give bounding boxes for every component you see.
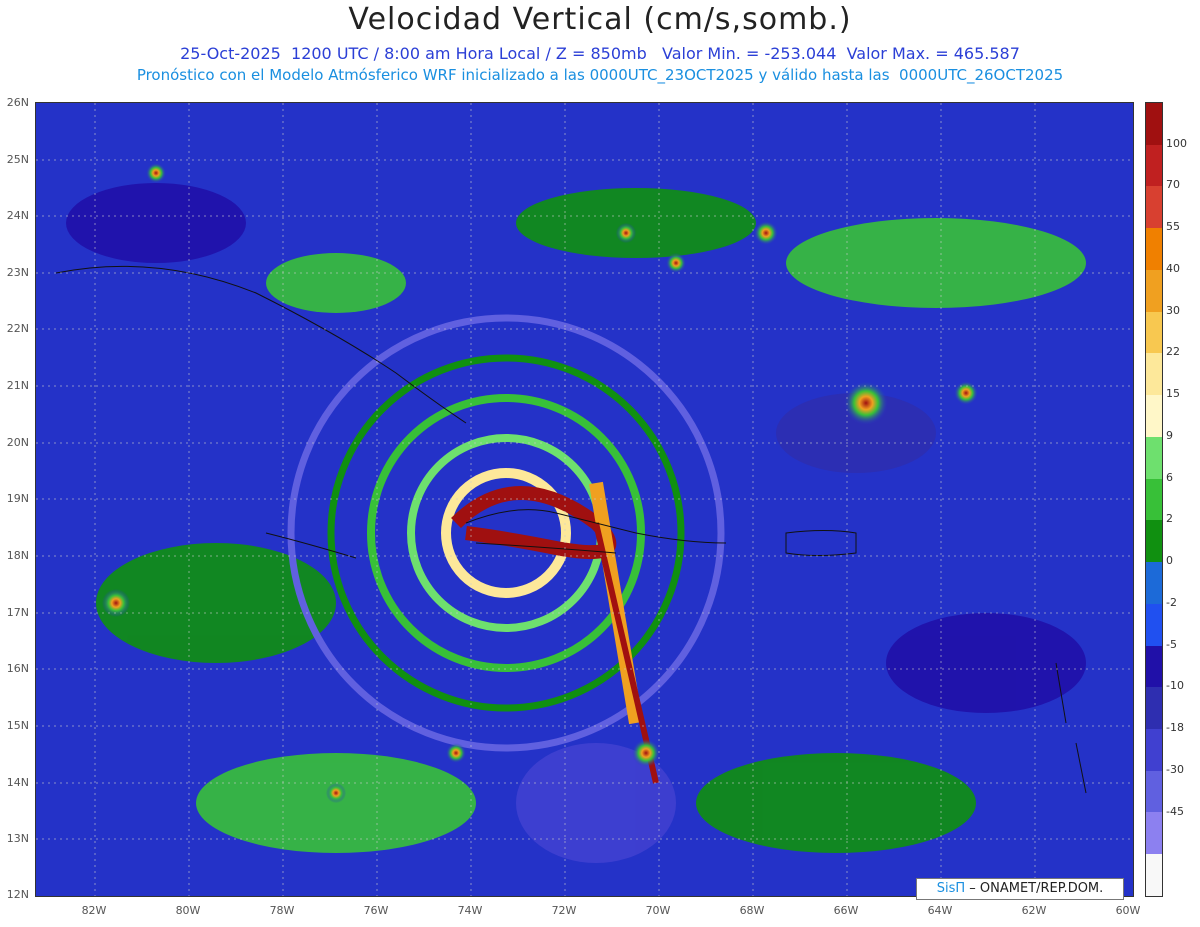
colorbar-segment: [1146, 562, 1162, 604]
colorbar-label: -45: [1166, 804, 1184, 818]
colorbar-label: 55: [1166, 220, 1180, 234]
lon-label: 76W: [363, 904, 389, 917]
lat-label: 13N: [6, 832, 29, 845]
lat-label: 20N: [6, 436, 29, 449]
colorbar-label: 2: [1166, 512, 1173, 526]
lat-label: 19N: [6, 492, 29, 505]
colorbar-segment: [1146, 645, 1162, 688]
colorbar-label: -2: [1166, 595, 1177, 609]
colorbar-segment: [1146, 687, 1162, 730]
lat-label: 17N: [6, 606, 29, 619]
credit-box: SisΠ – ONAMET/REP.DOM.: [916, 878, 1124, 900]
coastlines: [55, 265, 1087, 794]
colorbar-label: 70: [1166, 178, 1180, 192]
colorbar-segment: [1146, 311, 1162, 354]
lat-label: 16N: [6, 662, 29, 675]
colorbar-segment: [1146, 103, 1162, 145]
sispi-logo: SisΠ: [936, 881, 966, 896]
lon-label: 70W: [645, 904, 671, 917]
colorbar-segment: [1146, 395, 1162, 437]
colorbar-label: 6: [1166, 470, 1173, 484]
colorbar-segment: [1146, 353, 1162, 396]
lon-label: 66W: [833, 904, 859, 917]
lat-label: 12N: [6, 888, 29, 901]
colorbar-label: 0: [1166, 554, 1173, 568]
colorbar-label: 22: [1166, 345, 1180, 359]
colorbar-label: 30: [1166, 303, 1180, 317]
lat-label: 23N: [6, 266, 29, 279]
lon-label: 74W: [457, 904, 483, 917]
colorbar-segment: [1146, 186, 1162, 229]
lon-label: 82W: [81, 904, 107, 917]
lat-label: 15N: [6, 719, 29, 732]
colorbar-label: -18: [1166, 721, 1184, 735]
colorbar-segment: [1146, 269, 1162, 312]
lat-label: 21N: [6, 379, 29, 392]
colorbar-segment: [1146, 854, 1162, 896]
colorbar-segment: [1146, 770, 1162, 813]
lon-label: 68W: [739, 904, 765, 917]
lat-label: 25N: [6, 153, 29, 166]
lat-label: 24N: [6, 209, 29, 222]
grid-lines: [36, 103, 1133, 896]
colorbar-label: -5: [1166, 637, 1177, 651]
lon-label: 64W: [927, 904, 953, 917]
map-field: [36, 103, 1133, 896]
chart-title: Velocidad Vertical (cm/s,somb.): [348, 2, 852, 37]
colorbar-segment: [1146, 729, 1162, 771]
lon-label: 72W: [551, 904, 577, 917]
model-info-line: Pronóstico con el Modelo Atmósferico WRF…: [136, 66, 1064, 84]
convective-cells: [102, 163, 978, 803]
lon-label: 78W: [269, 904, 295, 917]
lat-label: 14N: [6, 776, 29, 789]
vertical-velocity-map: [35, 102, 1134, 897]
forecast-info-line: 25-Oct-2025 1200 UTC / 8:00 am Hora Loca…: [180, 44, 1020, 63]
colorbar-label: 40: [1166, 261, 1180, 275]
colorbar-segment: [1146, 144, 1162, 187]
colorbar-segment: [1146, 478, 1162, 521]
colorbar-label: 9: [1166, 428, 1173, 442]
lon-label: 80W: [175, 904, 201, 917]
lon-label: 60W: [1115, 904, 1141, 917]
storm-spiral: [287, 314, 725, 784]
lat-label: 22N: [6, 322, 29, 335]
colorbar-label: 100: [1166, 136, 1187, 150]
colorbar-segment: [1146, 520, 1162, 563]
colorbar-segment: [1146, 812, 1162, 855]
colorbar-segment: [1146, 436, 1162, 479]
colorbar-label: -30: [1166, 762, 1184, 776]
lat-label: 26N: [6, 96, 29, 109]
colorbar-label: 15: [1166, 387, 1180, 401]
lat-label: 18N: [6, 549, 29, 562]
colorbar-segment: [1146, 603, 1162, 646]
lon-label: 62W: [1021, 904, 1047, 917]
colorbar-segment: [1146, 228, 1162, 270]
colorbar: [1145, 102, 1163, 897]
colorbar-label: -10: [1166, 679, 1184, 693]
credit-text: – ONAMET/REP.DOM.: [969, 881, 1104, 896]
